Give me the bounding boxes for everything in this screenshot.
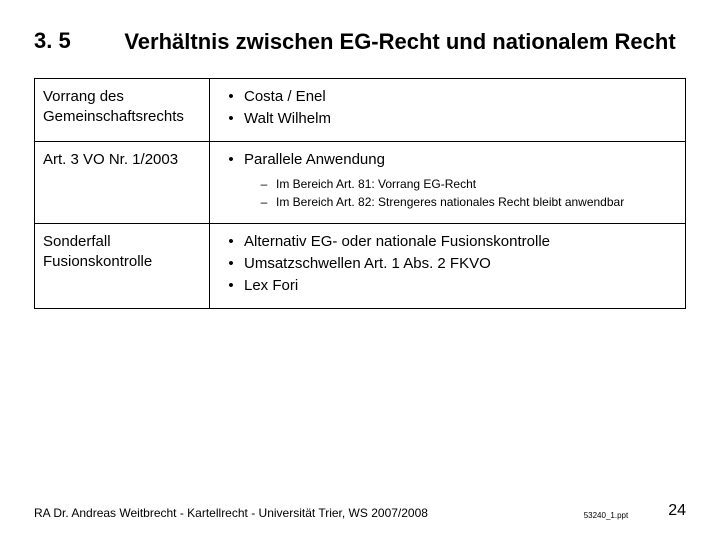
bullet-icon: • [218, 254, 244, 274]
sub-item: – Im Bereich Art. 81: Vorrang EG-Recht [252, 176, 677, 192]
bullet-item: • Costa / Enel [218, 87, 677, 107]
sub-text: Im Bereich Art. 81: Vorrang EG-Recht [276, 176, 677, 192]
dash-icon: – [252, 176, 276, 192]
footer: RA Dr. Andreas Weitbrecht - Kartellrecht… [34, 502, 686, 520]
bullet-item: • Alternativ EG- oder nationale Fusionsk… [218, 232, 677, 252]
bullet-item: • Lex Fori [218, 276, 677, 296]
content-table: Vorrang des Gemeinschaftsrechts • Costa … [34, 78, 686, 310]
bullet-icon: • [218, 276, 244, 296]
slide-title: Verhältnis zwischen EG-Recht und nationa… [114, 28, 686, 56]
sub-item: – Im Bereich Art. 82: Strengeres nationa… [252, 194, 677, 210]
row-content: • Costa / Enel • Walt Wilhelm [210, 78, 686, 142]
bullet-item: • Parallele Anwendung [218, 150, 677, 170]
bullet-text: Umsatzschwellen Art. 1 Abs. 2 FKVO [244, 254, 677, 274]
table-row: Sonderfall Fusionskontrolle • Alternativ… [35, 223, 686, 309]
sub-list: – Im Bereich Art. 81: Vorrang EG-Recht –… [252, 176, 677, 210]
section-number: 3. 5 [34, 28, 114, 54]
footer-credit: RA Dr. Andreas Weitbrecht - Kartellrecht… [34, 506, 428, 520]
page-number: 24 [668, 502, 686, 520]
dash-icon: – [252, 194, 276, 210]
bullet-text: Costa / Enel [244, 87, 677, 107]
table-row: Art. 3 VO Nr. 1/2003 • Parallele Anwendu… [35, 142, 686, 224]
bullet-icon: • [218, 109, 244, 129]
bullet-icon: • [218, 150, 244, 170]
bullet-text: Parallele Anwendung [244, 150, 677, 170]
row-content: • Alternativ EG- oder nationale Fusionsk… [210, 223, 686, 309]
slide: 3. 5 Verhältnis zwischen EG-Recht und na… [0, 0, 720, 540]
row-label: Sonderfall Fusionskontrolle [35, 223, 210, 309]
bullet-text: Walt Wilhelm [244, 109, 677, 129]
table-row: Vorrang des Gemeinschaftsrechts • Costa … [35, 78, 686, 142]
title-row: 3. 5 Verhältnis zwischen EG-Recht und na… [34, 28, 686, 56]
bullet-item: • Umsatzschwellen Art. 1 Abs. 2 FKVO [218, 254, 677, 274]
row-content: • Parallele Anwendung – Im Bereich Art. … [210, 142, 686, 224]
bullet-text: Lex Fori [244, 276, 677, 296]
footer-filename: 53240_1.ppt [584, 511, 629, 520]
bullet-item: • Walt Wilhelm [218, 109, 677, 129]
row-label: Vorrang des Gemeinschaftsrechts [35, 78, 210, 142]
bullet-icon: • [218, 232, 244, 252]
sub-text: Im Bereich Art. 82: Strengeres nationale… [276, 194, 677, 210]
row-label: Art. 3 VO Nr. 1/2003 [35, 142, 210, 224]
bullet-icon: • [218, 87, 244, 107]
bullet-text: Alternativ EG- oder nationale Fusionskon… [244, 232, 677, 252]
